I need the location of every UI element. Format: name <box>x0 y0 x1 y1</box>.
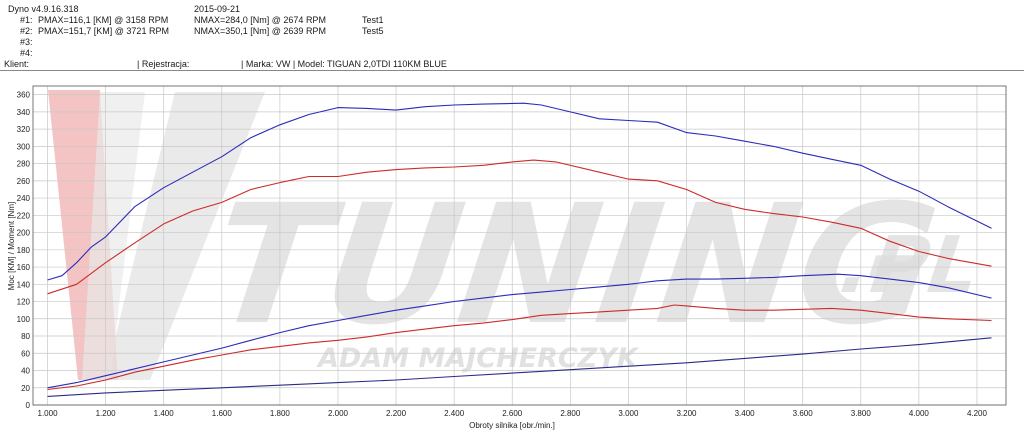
y-tick-label: 360 <box>17 91 31 100</box>
x-tick-label: 3.200 <box>676 409 697 418</box>
y-tick-label: 280 <box>17 160 31 169</box>
logo-grey-stroke <box>105 92 265 380</box>
x-tick-label: 3.600 <box>793 409 814 418</box>
report-date: 2015-09-21 <box>194 4 241 14</box>
run-2-pmax: PMAX=151,7 [KM] @ 3721 RPM <box>38 26 169 36</box>
y-tick-label: 80 <box>21 332 30 341</box>
x-tick-label: 3.000 <box>618 409 639 418</box>
x-tick-label: 1.400 <box>154 409 175 418</box>
y-tick-label: 0 <box>26 401 31 410</box>
app-version: Dyno v4.9.16.318 <box>8 4 79 14</box>
x-tick-label: 2.400 <box>444 409 465 418</box>
y-tick-label: 180 <box>17 246 31 255</box>
x-tick-label: 4.000 <box>909 409 930 418</box>
series-power-test5-line <box>47 273 992 389</box>
run-2-nmax: NMAX=350,1 [Nm] @ 2639 RPM <box>194 26 326 36</box>
logo-grey-v-right <box>82 92 145 380</box>
run-2-name: Test5 <box>362 26 384 36</box>
y-tick-label: 220 <box>17 211 31 220</box>
chart-series <box>47 102 992 397</box>
run-1-nmax: NMAX=284,0 [Nm] @ 2674 RPM <box>194 15 326 25</box>
x-axis-ticks: 1.000 1.200 1.400 1.600 1.800 2.000 2.200 2.400… <box>38 409 988 418</box>
y-axis-label: Moc [KM] / Moment [Nm] <box>7 202 16 290</box>
y-tick-label: 300 <box>17 142 31 151</box>
x-tick-label: 2.000 <box>328 409 349 418</box>
run-1-pmax: PMAX=116,1 [KM] @ 3158 RPM <box>38 15 169 25</box>
series-loss-loss-line <box>47 337 992 397</box>
run-1-name: Test1 <box>362 15 384 25</box>
y-tick-label: 100 <box>17 315 31 324</box>
y-tick-label: 320 <box>17 125 31 134</box>
plot-border <box>32 85 1007 406</box>
series-torque-test5-line <box>47 102 992 281</box>
plot-frame <box>32 85 1007 406</box>
watermark-brand: TUNING <box>183 169 965 361</box>
series-torque-test1-line <box>47 159 992 295</box>
x-tick-label: 3.400 <box>735 409 756 418</box>
watermark-author: ADAM MAJCHERCZYK <box>316 343 640 374</box>
y-tick-label: 240 <box>17 194 31 203</box>
x-axis-label: Obroty silnika [obr./min.] <box>469 421 555 430</box>
x-tick-label: 3.800 <box>851 409 872 418</box>
series-power-test1-line <box>47 304 992 391</box>
y-tick-label: 120 <box>17 298 31 307</box>
run-2-id: #2: <box>20 26 33 36</box>
x-tick-label: 1.800 <box>270 409 291 418</box>
y-tick-label: 140 <box>17 280 31 289</box>
vehicle-label: | Marka: VW | Model: TIGUAN 2,0TDI 110KM… <box>241 59 447 69</box>
y-tick-label: 40 <box>21 367 30 376</box>
vtuning-logo-watermark: TUNING .PL ADAM MAJCHERCZYK <box>48 90 993 380</box>
y-tick-label: 260 <box>17 177 31 186</box>
run-1-id: #1: <box>20 15 33 25</box>
registration-label: | Rejestracja: <box>137 59 190 69</box>
run-4-id: #4: <box>20 48 33 58</box>
y-tick-label: 20 <box>21 384 30 393</box>
x-tick-label: 1.200 <box>96 409 117 418</box>
x-tick-label: 4.200 <box>967 409 988 418</box>
y-tick-label: 200 <box>17 229 31 238</box>
y-tick-label: 160 <box>17 263 31 272</box>
watermark-domain: .PL <box>827 220 993 311</box>
x-tick-label: 1.600 <box>212 409 233 418</box>
x-tick-label: 2.800 <box>560 409 581 418</box>
y-axis-ticks: 0 20 40 60 80 100 120 140 160 180 200 220 240 260 280 3… <box>17 91 31 410</box>
x-tick-label: 2.200 <box>386 409 407 418</box>
client-label: Klient: <box>4 59 30 69</box>
x-tick-label: 1.000 <box>38 409 59 418</box>
run-3-id: #3: <box>20 37 33 47</box>
y-tick-label: 60 <box>21 349 30 358</box>
y-tick-label: 340 <box>17 108 31 117</box>
x-tick-label: 2.600 <box>502 409 523 418</box>
